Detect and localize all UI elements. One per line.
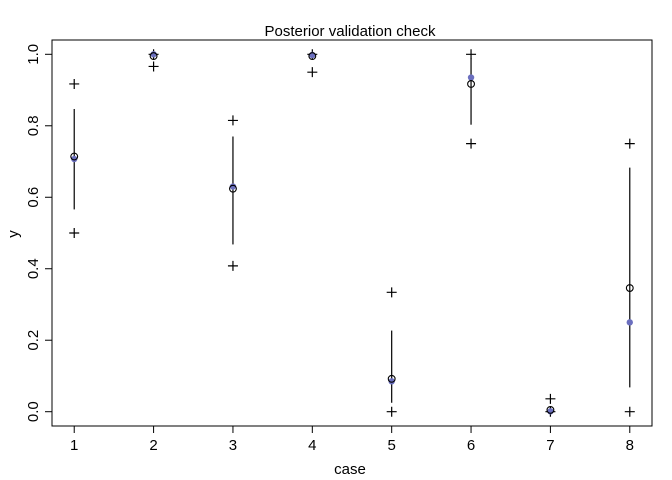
x-tick-label: 1 (70, 437, 78, 454)
x-tick-label: 7 (546, 437, 554, 454)
pi-marker (148, 61, 159, 72)
pi-marker (624, 138, 635, 149)
predicted-point (626, 319, 633, 326)
y-axis: 0.0 0.2 0.4 0.6 0.8 1.0 (25, 44, 52, 422)
pi-marker (466, 138, 477, 149)
x-tick-label: 4 (308, 437, 316, 454)
observed-point (625, 284, 634, 292)
predicted-point (388, 378, 395, 385)
x-axis-label: case (334, 461, 366, 478)
pi-marker (624, 406, 635, 417)
pi-marker (386, 287, 397, 298)
observed-point (308, 52, 317, 61)
chart-title: Posterior validation check (265, 23, 436, 40)
x-tick-label: 6 (467, 437, 475, 454)
x-tick-label: 5 (388, 437, 396, 454)
pi-marker (227, 115, 238, 126)
observed-point (149, 52, 158, 61)
pi-marker (69, 78, 80, 89)
observed-point (546, 405, 555, 414)
y-tick-label: 1.0 (25, 44, 42, 65)
y-axis-label: y (5, 230, 22, 238)
observed-point (467, 80, 475, 88)
pi-marker (227, 260, 238, 271)
pi-marker (69, 228, 80, 238)
plot-frame (51, 39, 653, 427)
y-tick-label: 0.6 (25, 187, 42, 208)
pi-marker (466, 49, 477, 60)
predicted-point (467, 74, 475, 81)
pi-marker (545, 393, 556, 404)
predicted-point (229, 183, 237, 190)
x-tick-label: 8 (626, 437, 634, 454)
y-tick-label: 0.8 (25, 115, 42, 136)
observed-point (229, 184, 237, 193)
observed-point (387, 374, 396, 383)
x-tick-label: 2 (149, 437, 157, 454)
observed-point (70, 152, 79, 161)
x-axis: 1 2 3 4 5 6 7 8 (70, 426, 634, 454)
plot-marks (69, 49, 635, 417)
y-tick-label: 0.2 (25, 330, 42, 351)
predicted-point (71, 155, 78, 163)
pi-marker (386, 406, 397, 417)
pi-marker (307, 67, 318, 78)
x-tick-label: 3 (229, 437, 237, 454)
y-tick-label: 0.4 (25, 258, 42, 279)
y-tick-label: 0.0 (25, 401, 42, 422)
